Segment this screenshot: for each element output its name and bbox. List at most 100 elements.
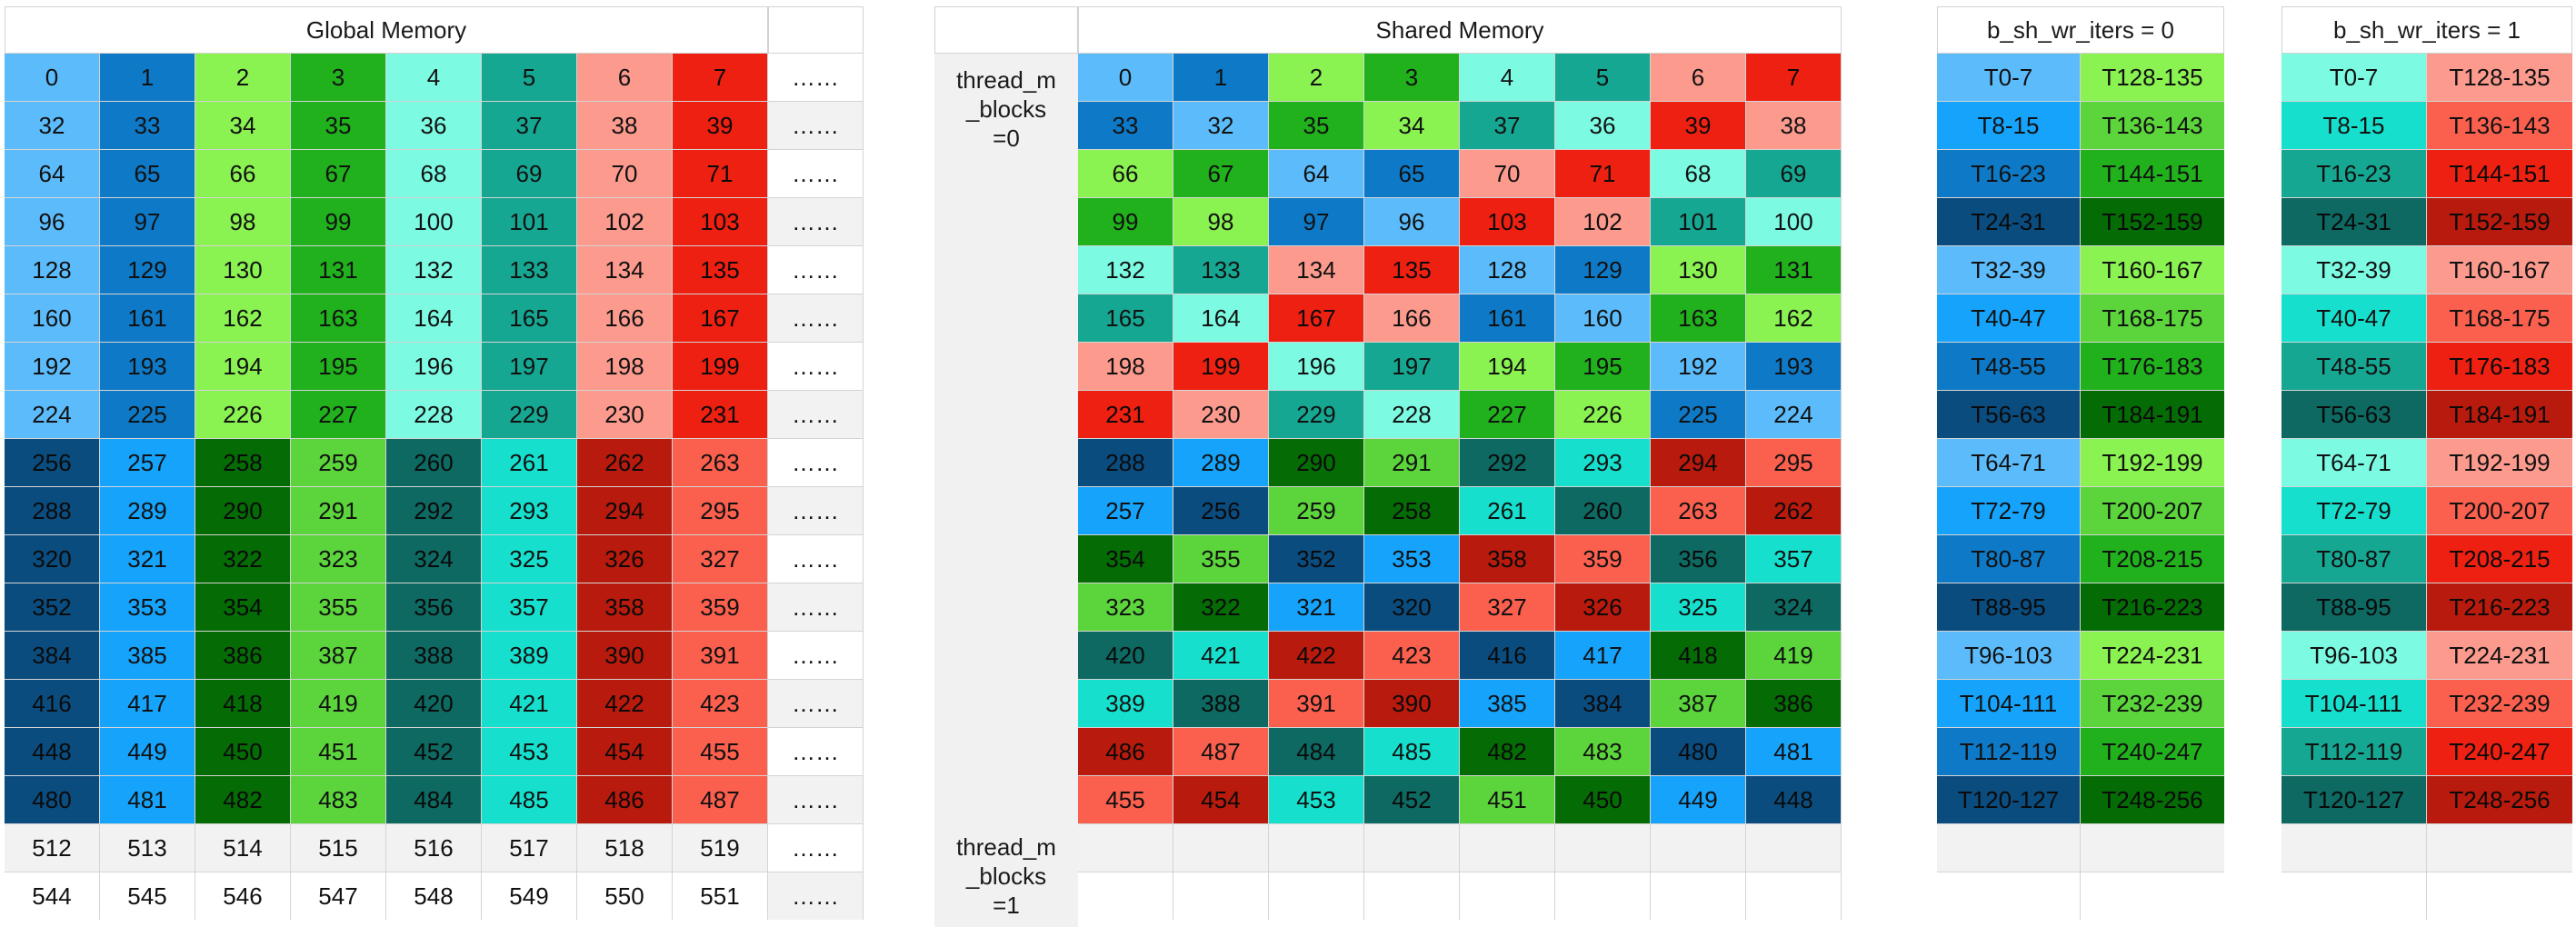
global-grid-cell: 546 [195, 872, 290, 920]
shared-grid-cell: 96 [1364, 198, 1459, 245]
shared-grid-cell [1078, 824, 1173, 872]
global-grid-cell: 417 [100, 680, 195, 727]
global-grid-cell: 230 [577, 391, 672, 438]
global-grid-cell: 422 [577, 680, 672, 727]
global-grid-cell: 421 [482, 680, 576, 727]
global-grid-cell: 66 [195, 150, 290, 197]
shared-grid-cell: 423 [1364, 632, 1459, 679]
iters1-grid-cell: T0-7 [2281, 54, 2426, 101]
global-grid-cell: 69 [482, 150, 576, 197]
shared-grid-cell: 103 [1460, 198, 1554, 245]
iters1-grid-cell: T136-143 [2427, 102, 2572, 149]
global-grid-cell: 482 [195, 776, 290, 823]
iters1-grid-cell: T208-215 [2427, 535, 2572, 583]
iters0-grid-cell: T56-63 [1937, 391, 2080, 438]
shared-grid-cell: 198 [1078, 343, 1173, 390]
shared-grid-cell [1269, 872, 1363, 920]
shared-grid-cell: 135 [1364, 246, 1459, 294]
iters1-grid-cell: T56-63 [2281, 391, 2426, 438]
iters0-grid-cell: T224-231 [2081, 632, 2224, 679]
global-grid-cell: 451 [291, 728, 385, 775]
iters1-grid-cell: T152-159 [2427, 198, 2572, 245]
shared-grid-cell: 485 [1364, 728, 1459, 775]
global-grid-cell: 198 [577, 343, 672, 390]
global-grid-cell: 2 [195, 54, 290, 101]
iters1-grid-cell: T112-119 [2281, 728, 2426, 775]
shared-grid-cell: 162 [1746, 294, 1841, 342]
shared-grid-cell: 324 [1746, 583, 1841, 631]
iters1-grid-cell: T96-103 [2281, 632, 2426, 679]
ellipsis-cell: …… [768, 246, 863, 294]
shared-grid-cell: 452 [1364, 776, 1459, 823]
ellipsis-cell: …… [768, 872, 863, 920]
global-grid-cell: 132 [386, 246, 481, 294]
global-grid-cell: 227 [291, 391, 385, 438]
global-grid-cell: 134 [577, 246, 672, 294]
iters0-grid-cell: T80-87 [1937, 535, 2080, 583]
ellipsis-cell: …… [768, 632, 863, 679]
shared-grid-cell: 7 [1746, 54, 1841, 101]
ellipsis-cell: …… [768, 439, 863, 486]
shared-grid-cell: 6 [1651, 54, 1745, 101]
shared-grid-cell: 419 [1746, 632, 1841, 679]
iters0-grid-cell [2081, 824, 2224, 872]
ellipsis-cell: …… [768, 391, 863, 438]
ellipsis-cell: …… [768, 487, 863, 534]
iters0-grid-cell: T8-15 [1937, 102, 2080, 149]
shared-grid-cell: 67 [1173, 150, 1268, 197]
shared-grid-cell: 486 [1078, 728, 1173, 775]
global-grid-cell: 229 [482, 391, 576, 438]
shared-memory-grid: 0 1 2 3 4 5 6 7 33 32 35 34 37 36 39 38 66 67 64 65 70 71 68 69… [1078, 54, 1842, 920]
iters0-grid-cell: T192-199 [2081, 439, 2224, 486]
iters1-grid-cell: T104-111 [2281, 680, 2426, 727]
iters0-grid-cell: T40-47 [1937, 294, 2080, 342]
shared-grid-cell: 327 [1460, 583, 1554, 631]
global-grid-cell: 453 [482, 728, 576, 775]
global-grid-cell: 485 [482, 776, 576, 823]
global-grid-cell: 259 [291, 439, 385, 486]
ellipsis-cell: …… [768, 54, 863, 101]
shared-grid-cell [1173, 824, 1268, 872]
shared-grid-cell: 102 [1555, 198, 1650, 245]
global-grid-cell: 420 [386, 680, 481, 727]
shared-grid-cell: 483 [1555, 728, 1650, 775]
iters0-grid-cell: T96-103 [1937, 632, 2080, 679]
shared-grid-cell: 421 [1173, 632, 1268, 679]
shared-grid-cell: 385 [1460, 680, 1554, 727]
global-grid-cell: 260 [386, 439, 481, 486]
shared-grid-cell [1269, 824, 1363, 872]
iters0-grid-cell [1937, 824, 2080, 872]
iters1-grid-cell: T232-239 [2427, 680, 2572, 727]
global-grid-cell: 515 [291, 824, 385, 872]
shared-grid-cell [1460, 824, 1554, 872]
shared-grid-cell [1651, 872, 1745, 920]
global-grid-cell: 195 [291, 343, 385, 390]
global-grid-cell: 517 [482, 824, 576, 872]
shared-grid-cell: 326 [1555, 583, 1650, 631]
global-grid-cell: 484 [386, 776, 481, 823]
global-grid-cell: 292 [386, 487, 481, 534]
iters0-grid-cell: T120-127 [1937, 776, 2080, 823]
shared-grid-cell: 416 [1460, 632, 1554, 679]
iters0-grid-cell: T136-143 [2081, 102, 2224, 149]
iters0-grid-cell: T248-256 [2081, 776, 2224, 823]
shared-grid-cell: 33 [1078, 102, 1173, 149]
ellipsis-cell: …… [768, 680, 863, 727]
shared-grid-cell: 160 [1555, 294, 1650, 342]
iters0-grid-cell [1937, 872, 2080, 920]
iters1-grid-cell: T64-71 [2281, 439, 2426, 486]
shared-grid-cell: 228 [1364, 391, 1459, 438]
iters0-grid-cell: T176-183 [2081, 343, 2224, 390]
global-memory-grid: 0 1 2 3 4 5 6 7…… 32 33 34 35 36 37 38 39…… 64 65 66 67 68 69… [5, 54, 864, 920]
global-grid-cell: 357 [482, 583, 576, 631]
iters1-grid-cell [2281, 824, 2426, 872]
iters0-grid-cell: T144-151 [2081, 150, 2224, 197]
global-grid-cell: 225 [100, 391, 195, 438]
iters0-grid-cell: T24-31 [1937, 198, 2080, 245]
global-grid-cell: 321 [100, 535, 195, 583]
global-grid-cell: 416 [5, 680, 99, 727]
global-grid-cell: 454 [577, 728, 672, 775]
shared-grid-cell: 354 [1078, 535, 1173, 583]
iters1-grid-cell: T192-199 [2427, 439, 2572, 486]
shared-grid-cell: 5 [1555, 54, 1650, 101]
